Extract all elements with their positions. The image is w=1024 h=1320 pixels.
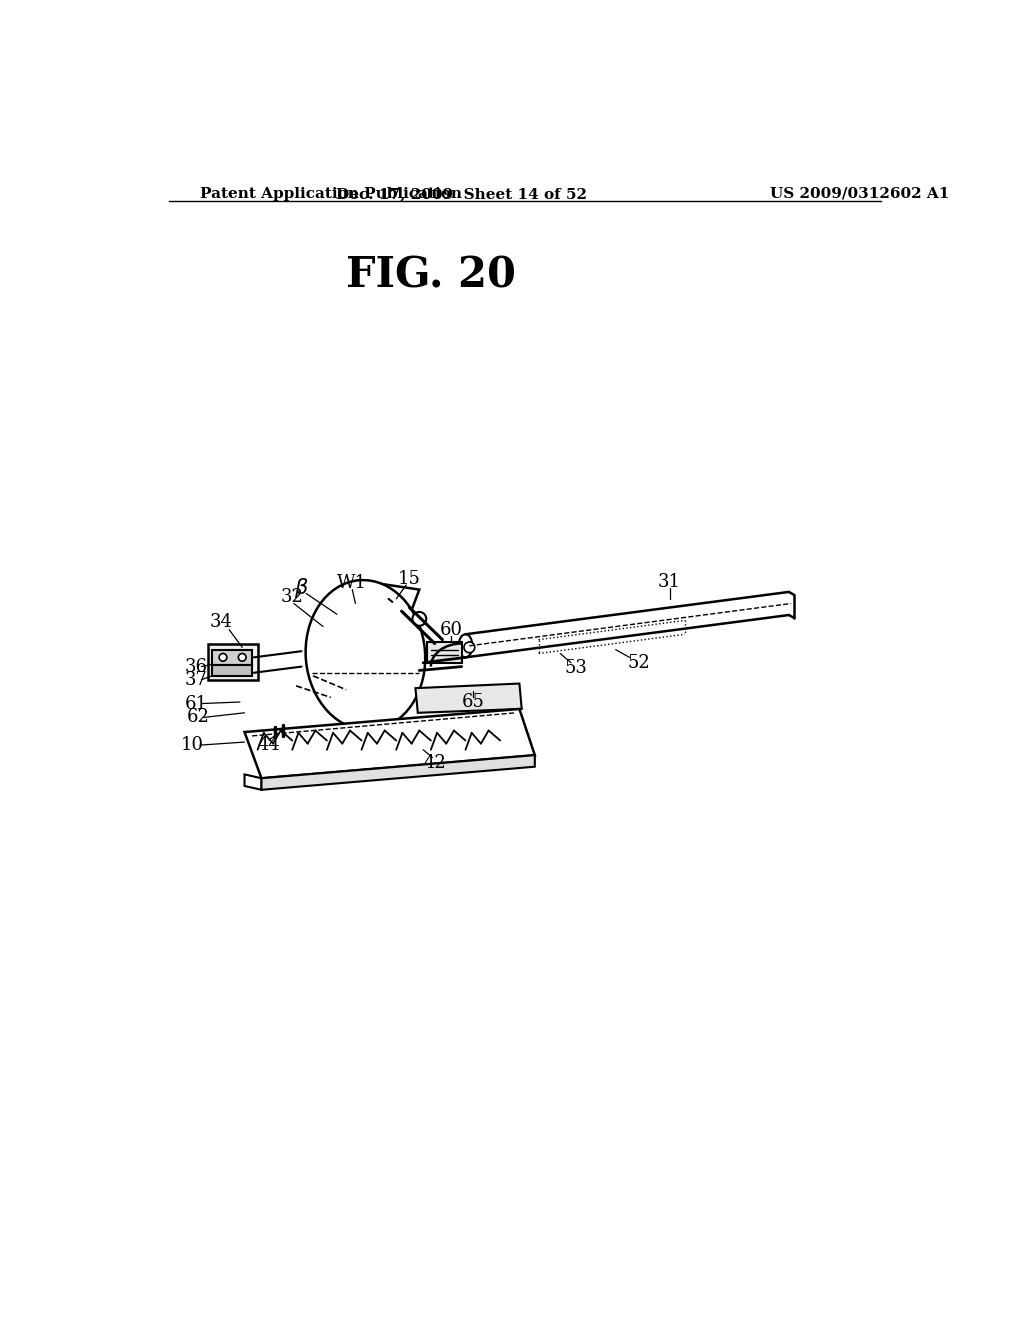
Text: 53: 53 xyxy=(564,659,587,677)
Polygon shape xyxy=(245,775,261,789)
Text: $\beta$: $\beta$ xyxy=(294,576,309,601)
Text: 31: 31 xyxy=(658,573,681,591)
Text: Dec. 17, 2009  Sheet 14 of 52: Dec. 17, 2009 Sheet 14 of 52 xyxy=(336,187,587,201)
Text: 36: 36 xyxy=(184,657,208,676)
Polygon shape xyxy=(212,665,252,676)
Circle shape xyxy=(464,642,475,653)
Ellipse shape xyxy=(305,579,425,730)
Text: 37: 37 xyxy=(184,671,208,689)
Text: 44: 44 xyxy=(258,737,281,754)
Text: 62: 62 xyxy=(187,709,210,726)
Text: FIG. 20: FIG. 20 xyxy=(346,255,516,297)
Polygon shape xyxy=(245,709,535,779)
Circle shape xyxy=(413,612,426,626)
Text: 15: 15 xyxy=(398,570,421,587)
Text: Patent Application Publication: Patent Application Publication xyxy=(200,187,462,201)
Polygon shape xyxy=(416,684,521,713)
Text: 65: 65 xyxy=(462,693,484,711)
Text: 61: 61 xyxy=(184,694,208,713)
Text: 34: 34 xyxy=(210,612,232,631)
Text: 52: 52 xyxy=(628,653,650,672)
Polygon shape xyxy=(208,644,258,681)
Text: W1: W1 xyxy=(337,574,368,593)
Text: US 2009/0312602 A1: US 2009/0312602 A1 xyxy=(770,187,949,201)
Polygon shape xyxy=(427,642,462,663)
Polygon shape xyxy=(261,755,535,789)
Circle shape xyxy=(219,653,226,661)
Polygon shape xyxy=(212,649,252,665)
Text: 60: 60 xyxy=(439,620,463,639)
Circle shape xyxy=(239,653,246,661)
Text: 42: 42 xyxy=(423,754,446,772)
Text: 32: 32 xyxy=(281,589,304,606)
Text: 10: 10 xyxy=(180,737,204,754)
